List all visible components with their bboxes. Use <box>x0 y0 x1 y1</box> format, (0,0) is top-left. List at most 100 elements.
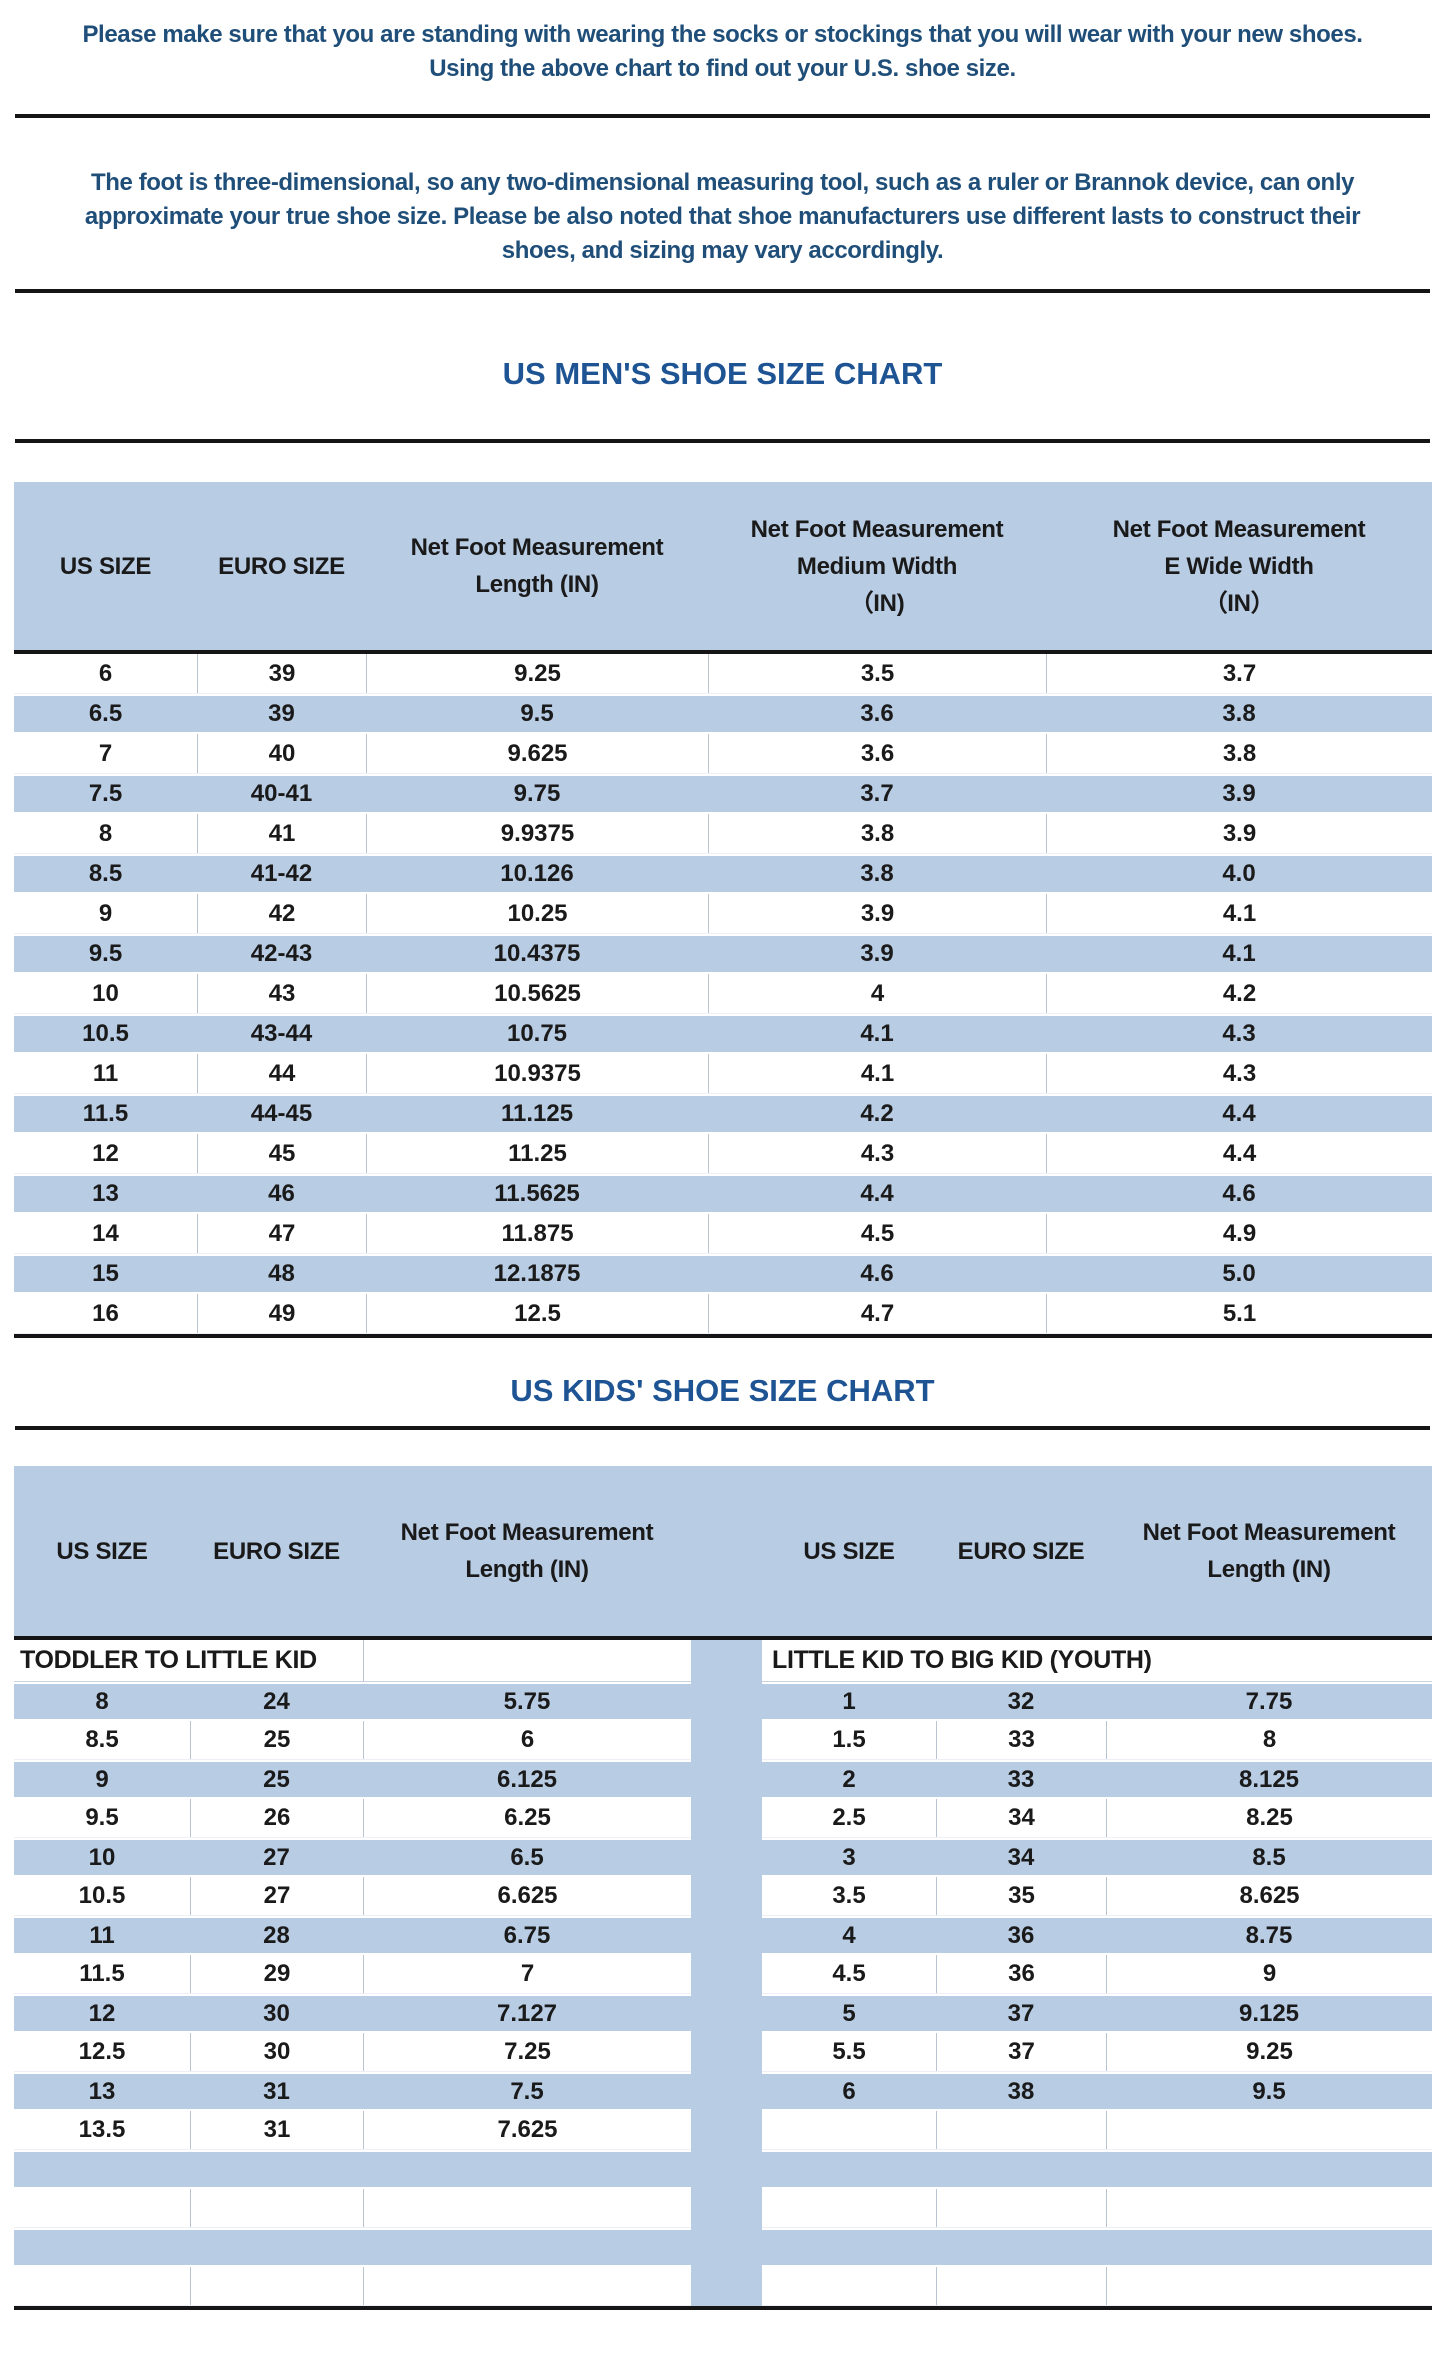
cell-euro-size <box>936 2267 1106 2305</box>
cell-medium-width: 3.9 <box>860 940 894 967</box>
cell-length <box>1106 2152 1432 2187</box>
cell-e-wide-width: 4.1 <box>1222 940 1256 967</box>
cell-us-size <box>762 2189 936 2227</box>
table-row <box>14 2267 691 2306</box>
kids-table-gap-column <box>691 1640 762 2306</box>
table-row: 11.5 44-45 11.125 4.2 4.4 <box>14 1094 1432 1134</box>
table-row: 12.5 30 7.25 <box>14 2033 691 2072</box>
cell-euro-size: 24 <box>263 1687 290 1715</box>
cell-euro-size: 41-42 <box>250 860 313 887</box>
cell-euro-size: 39 <box>197 654 366 693</box>
table-row: 4 36 8.75 <box>762 1916 1432 1955</box>
header-medium-width: Net Foot Measurement Medium Width （IN) <box>708 482 1046 650</box>
cell-length: 6.75 <box>503 1921 551 1949</box>
cell-medium-width: 3.6 <box>860 700 894 727</box>
cell-us-size: 4 <box>842 1921 856 1949</box>
cell-length: 9.125 <box>1238 1999 1300 2027</box>
table-row: 11 28 6.75 <box>14 1916 691 1955</box>
cell-euro-size: 42 <box>197 894 366 933</box>
cell-length: 9.625 <box>366 734 708 773</box>
table-row: 5 37 9.125 <box>762 1994 1432 2033</box>
cell-us-size <box>762 2267 936 2305</box>
table-row <box>14 2228 691 2267</box>
header-line: （IN） <box>1203 589 1275 617</box>
table-row: 9 25 6.125 <box>14 1760 691 1799</box>
header-e-wide-width: Net Foot Measurement E Wide Width （IN） <box>1046 482 1432 650</box>
note-line-1: The foot is three-dimensional, so any tw… <box>90 169 1355 196</box>
cell-length: 6.125 <box>496 1765 558 1793</box>
cell-length: 7 <box>363 1955 691 1993</box>
intro-line-1: Please make sure that you are standing w… <box>82 21 1363 48</box>
table-row: 10.5 27 6.625 <box>14 1877 691 1916</box>
cell-us-size: 5 <box>842 1999 856 2027</box>
youth-rows: 1 32 7.75 1.5 33 8 2 33 8.125 <box>762 1682 1432 2306</box>
cell-length: 6.625 <box>363 1877 691 1915</box>
cell-length: 7.5 <box>510 2077 544 2105</box>
cell-euro-size: 31 <box>190 2111 363 2149</box>
table-row: 13 46 11.5625 4.4 4.6 <box>14 1174 1432 1214</box>
cell-length: 10.25 <box>366 894 708 933</box>
cell-length: 9 <box>1106 1955 1432 1993</box>
mens-size-table: US SIZE EURO SIZE Net Foot Measurement Le… <box>14 482 1432 1338</box>
table-row: 8.5 41-42 10.126 3.8 4.0 <box>14 854 1432 894</box>
header-line: Net Foot Measurement <box>410 534 664 561</box>
cell-euro-size: 31 <box>263 2077 290 2105</box>
cell-length <box>1106 2230 1432 2265</box>
cell-euro-size: 35 <box>936 1877 1106 1915</box>
cell-euro-size <box>190 2230 363 2265</box>
kids-chart-title: US KIDS' SHOE SIZE CHART <box>510 1373 935 1408</box>
cell-euro-size <box>936 2230 1106 2265</box>
cell-length: 7.127 <box>496 1999 558 2027</box>
cell-euro-size: 34 <box>936 1799 1106 1837</box>
header-line: EURO SIZE <box>213 1537 340 1565</box>
cell-length: 7.25 <box>363 2033 691 2071</box>
table-row: 7.5 40-41 9.75 3.7 3.9 <box>14 774 1432 814</box>
header-us-size: US SIZE <box>14 482 197 650</box>
cell-us-size: 3.5 <box>832 1882 866 1909</box>
table-row: 7 40 9.625 3.6 3.8 <box>14 734 1432 774</box>
cell-euro-size: 48 <box>268 1260 295 1287</box>
cell-euro-size: 40 <box>197 734 366 773</box>
header-line: US SIZE <box>56 1537 148 1565</box>
cell-length <box>1106 2189 1432 2227</box>
header-us-size: US SIZE <box>14 1466 190 1636</box>
cell-euro-size <box>190 2189 363 2227</box>
cell-medium-width: 4.2 <box>860 1100 894 1127</box>
table-row: 8 24 5.75 <box>14 1682 691 1721</box>
cell-medium-width: 4 <box>708 974 1046 1013</box>
cell-medium-width: 3.9 <box>708 894 1046 933</box>
table-row: 2.5 34 8.25 <box>762 1799 1432 1838</box>
cell-length <box>363 2267 691 2305</box>
cell-length: 9.75 <box>513 780 561 807</box>
cell-euro-size: 25 <box>263 1765 290 1793</box>
header-line: Net Foot Measurement <box>750 515 1004 543</box>
table-row: 16 49 12.5 4.7 5.1 <box>14 1294 1432 1334</box>
cell-euro-size: 45 <box>197 1134 366 1173</box>
table-row <box>762 2189 1432 2228</box>
cell-length: 9.25 <box>366 654 708 693</box>
cell-euro-size: 42-43 <box>250 940 313 967</box>
cell-us-size: 10 <box>88 1843 116 1871</box>
table-row: 6 38 9.5 <box>762 2072 1432 2111</box>
table-row: 12 45 11.25 4.3 4.4 <box>14 1134 1432 1174</box>
table-row: 11 44 10.9375 4.1 4.3 <box>14 1054 1432 1094</box>
table-row <box>14 2150 691 2189</box>
divider-rule <box>15 114 1430 118</box>
cell-length: 11.875 <box>366 1214 708 1253</box>
kids-header-gap <box>691 1466 762 1636</box>
divider-rule <box>15 1426 1430 1430</box>
header-line: US SIZE <box>59 552 152 580</box>
header-line: Length (IN) <box>1207 1556 1331 1583</box>
cell-us-size: 11 <box>92 1059 119 1087</box>
cell-length: 10.5625 <box>366 974 708 1013</box>
cell-euro-size: 44-45 <box>250 1100 313 1127</box>
cell-medium-width: 3.8 <box>708 814 1046 853</box>
table-row: 9.5 26 6.25 <box>14 1799 691 1838</box>
header-line: Length (IN) <box>465 1556 589 1583</box>
cell-medium-width: 3.5 <box>708 654 1046 693</box>
cell-euro-size: 33 <box>1007 1765 1035 1793</box>
cell-us-size: 2.5 <box>832 1804 866 1831</box>
cell-us-size: 5.5 <box>832 2038 866 2065</box>
cell-medium-width: 4.4 <box>860 1180 894 1207</box>
table-row: 14 47 11.875 4.5 4.9 <box>14 1214 1432 1254</box>
